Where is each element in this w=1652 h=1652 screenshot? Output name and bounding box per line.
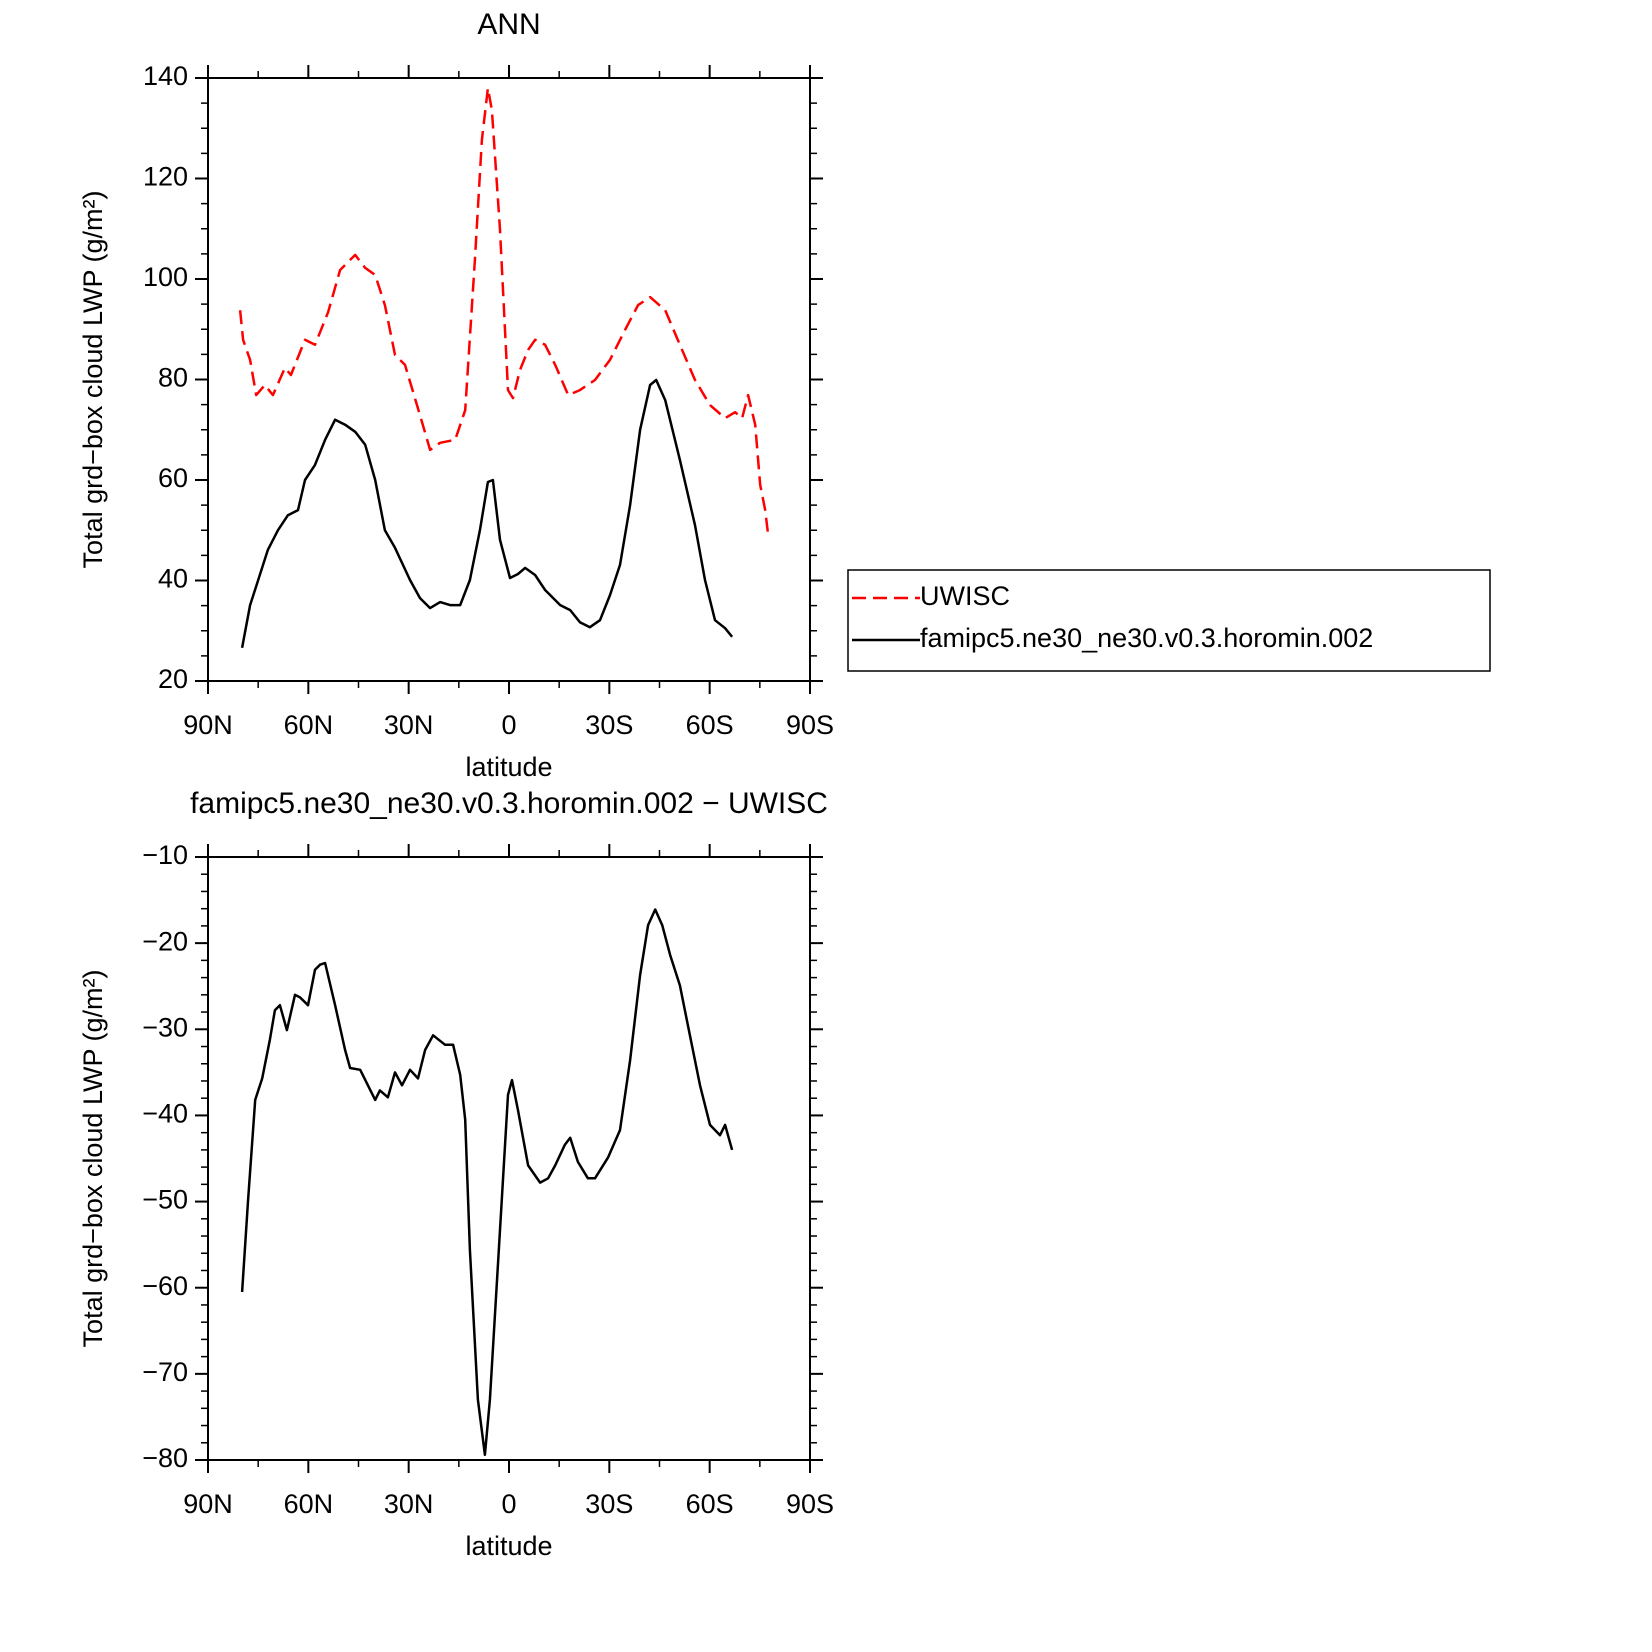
- y-tick-label: −50: [142, 1185, 188, 1215]
- x-tick-label: 30N: [384, 710, 434, 740]
- y-tick-label: 40: [158, 564, 188, 594]
- x-tick-label: 60S: [686, 1489, 734, 1519]
- y-tick-label: −40: [142, 1099, 188, 1129]
- y-tick-label: 100: [143, 262, 188, 292]
- x-tick-label: 90S: [786, 1489, 834, 1519]
- x-tick-label: 90N: [183, 710, 233, 740]
- y-tick-label: 80: [158, 363, 188, 393]
- chart-title: famipc5.ne30_ne30.v0.3.horomin.002 − UWI…: [190, 787, 828, 820]
- y-tick-label: 140: [143, 61, 188, 91]
- y-tick-label: 20: [158, 664, 188, 694]
- series-line: [240, 378, 734, 649]
- y-axis-label: Total grd−box cloud LWP (g/m²): [78, 191, 108, 569]
- plot-frame: [207, 856, 811, 1461]
- x-tick-label: 90N: [183, 1489, 233, 1519]
- y-axis-label: Total grd−box cloud LWP (g/m²): [78, 970, 108, 1348]
- x-tick-label: 30N: [384, 1489, 434, 1519]
- x-tick-label: 60N: [284, 1489, 334, 1519]
- x-tick-label: 60N: [284, 710, 334, 740]
- series-line: [238, 86, 770, 536]
- x-tick-label: 30S: [585, 1489, 633, 1519]
- y-tick-label: 60: [158, 463, 188, 493]
- legend-box: [847, 569, 1491, 672]
- y-tick-label: −70: [142, 1357, 188, 1387]
- y-tick-label: −30: [142, 1012, 188, 1042]
- chart-title: ANN: [477, 8, 540, 41]
- series-line: [240, 908, 734, 1457]
- x-axis-label: latitude: [465, 1531, 552, 1561]
- x-tick-label: 30S: [585, 710, 633, 740]
- x-tick-label: 0: [501, 710, 516, 740]
- plot-frame: [207, 77, 811, 682]
- x-tick-label: 60S: [686, 710, 734, 740]
- y-tick-label: −10: [142, 840, 188, 870]
- y-tick-label: −20: [142, 926, 188, 956]
- y-tick-label: 120: [143, 162, 188, 192]
- x-axis-label: latitude: [465, 752, 552, 782]
- x-tick-label: 0: [501, 1489, 516, 1519]
- y-tick-label: −80: [142, 1443, 188, 1473]
- y-tick-label: −60: [142, 1271, 188, 1301]
- x-tick-label: 90S: [786, 710, 834, 740]
- legend-label: UWISC: [920, 581, 1010, 611]
- legend-label: famipc5.ne30_ne30.v0.3.horomin.002: [920, 623, 1373, 653]
